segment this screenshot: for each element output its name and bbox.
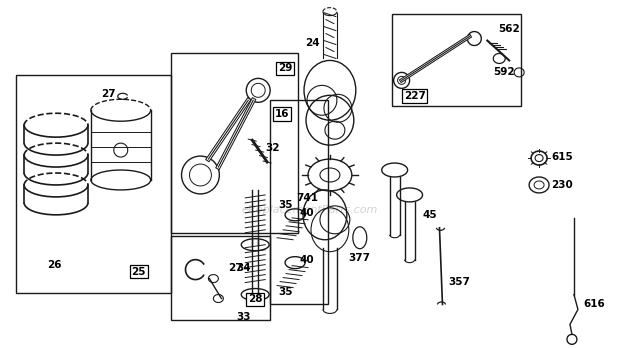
Text: 27: 27 bbox=[102, 89, 116, 99]
Text: eReplacementParts.com: eReplacementParts.com bbox=[242, 205, 378, 215]
Text: 357: 357 bbox=[448, 277, 471, 286]
Bar bbox=[16, 76, 171, 293]
Text: 615: 615 bbox=[551, 152, 573, 162]
Text: 28: 28 bbox=[248, 294, 262, 304]
Text: 377: 377 bbox=[349, 253, 371, 263]
Text: 35: 35 bbox=[278, 286, 293, 296]
Text: 32: 32 bbox=[265, 143, 280, 153]
Text: 592: 592 bbox=[494, 68, 515, 77]
Text: 227: 227 bbox=[404, 91, 425, 101]
Bar bbox=[270, 100, 328, 304]
Text: 27: 27 bbox=[228, 263, 242, 272]
Text: 616: 616 bbox=[583, 300, 604, 309]
Text: 29: 29 bbox=[278, 63, 292, 73]
Text: 34: 34 bbox=[236, 263, 250, 272]
Text: 562: 562 bbox=[498, 24, 520, 34]
Text: 16: 16 bbox=[275, 109, 290, 119]
Bar bbox=[392, 14, 521, 106]
Text: 741: 741 bbox=[296, 193, 318, 203]
Text: 33: 33 bbox=[236, 313, 250, 323]
Text: 24: 24 bbox=[304, 38, 319, 48]
Text: 230: 230 bbox=[551, 180, 573, 190]
Bar bbox=[170, 54, 298, 233]
Text: 26: 26 bbox=[46, 260, 61, 270]
Text: 25: 25 bbox=[131, 267, 146, 277]
Text: 40: 40 bbox=[299, 255, 314, 265]
Text: 35: 35 bbox=[278, 200, 293, 210]
Bar bbox=[170, 236, 270, 321]
Text: 45: 45 bbox=[422, 210, 437, 220]
Text: 40: 40 bbox=[299, 208, 314, 218]
